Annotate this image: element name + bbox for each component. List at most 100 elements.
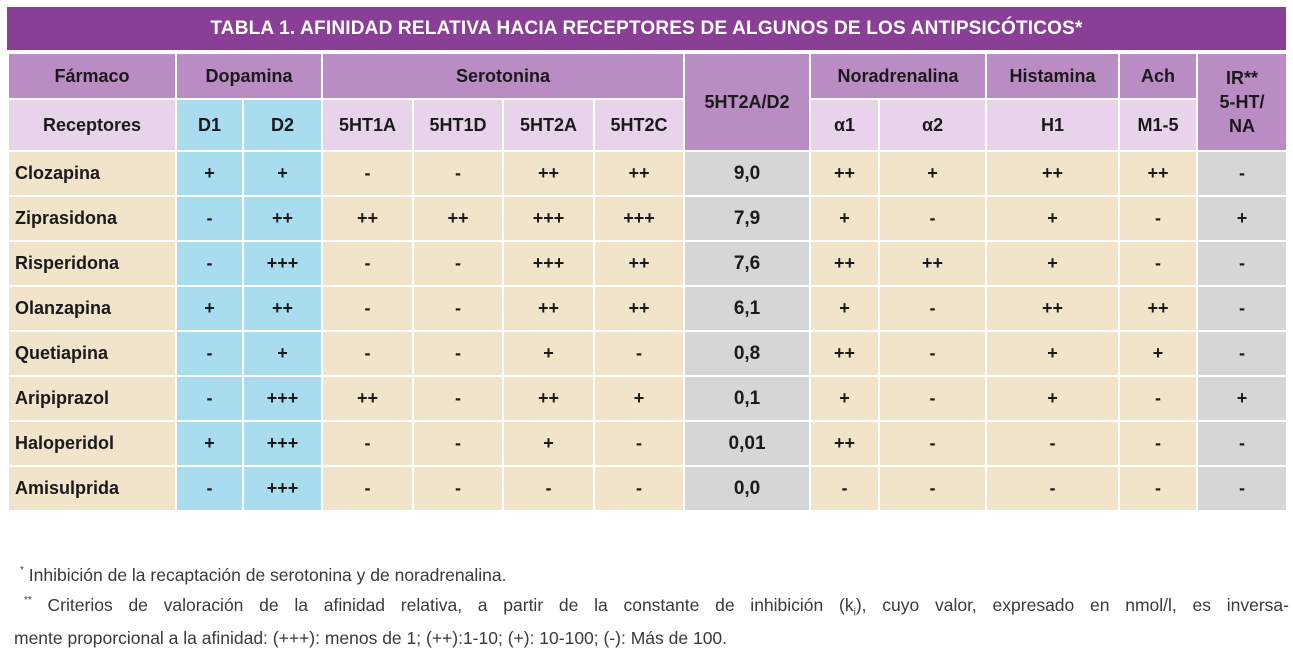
table-row: Ziprasidona - ++ ++ ++ +++ +++ 7,9 + - + - +: [7, 195, 1289, 242]
cell-alpha1: +: [809, 285, 881, 332]
cell-drug: Clozapina: [7, 150, 177, 197]
cell-alpha1: ++: [809, 150, 881, 197]
table-row: Aripiprazol - +++ ++ - ++ +0,1 + - + - +: [7, 375, 1289, 422]
cell-m1-5: +: [1118, 330, 1199, 377]
cell-ir: -: [1196, 465, 1289, 512]
cell-alpha2: -: [878, 420, 988, 467]
header-ir-line2: 5-HT/: [1219, 92, 1265, 112]
cell-5ht2a: -: [502, 465, 596, 512]
cell-ir: -: [1196, 420, 1289, 467]
footnote-2-mark: **: [24, 595, 32, 606]
cell-d2: ++: [241, 285, 324, 332]
affinity-table: Fármaco Dopamina Serotonina 5HT2A/D2 Nor…: [7, 52, 1289, 512]
cell-alpha2: -: [878, 195, 988, 242]
header-dopamina: Dopamina: [174, 52, 324, 100]
cell-h1: +: [985, 240, 1121, 287]
cell-ir: -: [1196, 285, 1289, 332]
table-container: TABLA 1. AFINIDAD RELATIVA HACIA RECEPTO…: [7, 7, 1289, 512]
table-title: TABLA 1. AFINIDAD RELATIVA HACIA RECEPTO…: [7, 7, 1286, 50]
header-ir-line3: NA: [1229, 116, 1256, 136]
cell-m1-5: ++: [1118, 150, 1199, 197]
cell-ratio: 0,8: [683, 330, 812, 377]
header-serotonina: Serotonina: [321, 52, 686, 100]
cell-5ht1a: -: [321, 420, 415, 467]
cell-m1-5: -: [1118, 375, 1199, 422]
footnote-1-text: Inhibición de la recaptación de serotoni…: [28, 565, 507, 585]
cell-5ht1a: ++: [321, 375, 415, 422]
cell-h1: -: [985, 465, 1121, 512]
cell-5ht1a: -: [321, 285, 415, 332]
cell-m1-5: ++: [1118, 285, 1199, 332]
cell-5ht1a: -: [321, 150, 415, 197]
cell-alpha2: +: [878, 150, 988, 197]
cell-ratio: 7,6: [683, 240, 812, 287]
cell-drug: Quetiapina: [7, 330, 177, 377]
footnotes: * Inhibición de la recaptación de seroto…: [14, 558, 1289, 651]
header-receptores: Receptores: [7, 98, 177, 152]
footnote-2-line2: mente proporcional a la afinidad: (+++):…: [14, 627, 728, 648]
cell-d2: +++: [241, 240, 324, 287]
footnote-2-text-b: ), cuyo valor, expresado en nmol/l, es i…: [855, 595, 1289, 615]
cell-5ht1d: -: [412, 420, 505, 467]
table-row: Clozapina + + - - ++ ++ 9,0 ++ + ++ ++ -: [7, 150, 1289, 197]
cell-ratio: 9,0: [683, 150, 812, 197]
cell-d2: +++: [241, 375, 324, 422]
cell-d1: -: [175, 195, 244, 242]
header-ir: IR** 5-HT/ NA: [1196, 52, 1289, 152]
cell-d1: +: [175, 150, 244, 197]
cell-h1: +: [985, 375, 1121, 422]
cell-ratio: 7,9: [683, 195, 812, 242]
table-body: Clozapina + + - - ++ ++ 9,0 ++ + ++ ++ - Ziprasidona -…: [7, 150, 1289, 512]
cell-d2: +++: [241, 465, 324, 512]
cell-d1: -: [175, 330, 244, 377]
header-alpha1: α1: [809, 98, 881, 152]
header-row-receptors: Receptores D1 D2 5HT1A 5HT1D 5HT2A 5HT2C…: [7, 98, 1287, 152]
header-5ht2a: 5HT2A: [502, 98, 596, 152]
cell-ratio: 6,1: [683, 285, 812, 332]
cell-d2: ++: [241, 195, 324, 242]
cell-5ht2a: +: [502, 420, 596, 467]
cell-5ht2a: ++: [502, 150, 596, 197]
cell-h1: -: [985, 420, 1121, 467]
cell-5ht2a: ++: [502, 375, 596, 422]
header-row-categories: Fármaco Dopamina Serotonina 5HT2A/D2 Nor…: [7, 52, 1289, 152]
cell-m1-5: -: [1118, 420, 1199, 467]
cell-alpha1: ++: [809, 330, 881, 377]
header-ir-line1: IR**: [1226, 68, 1259, 88]
cell-ir: -: [1196, 150, 1289, 197]
cell-5ht2a: ++: [502, 285, 596, 332]
header-d1: D1: [175, 98, 244, 152]
cell-5ht1a: -: [321, 330, 415, 377]
cell-ir: -: [1196, 240, 1289, 287]
cell-5ht1d: -: [412, 240, 505, 287]
cell-5ht2c: +++: [593, 195, 686, 242]
cell-5ht1a: -: [321, 240, 415, 287]
cell-m1-5: -: [1118, 240, 1199, 287]
header-ach: Ach: [1118, 52, 1199, 100]
header-h1: H1: [985, 98, 1121, 152]
cell-5ht2a: +: [502, 330, 596, 377]
cell-drug: Olanzapina: [7, 285, 177, 332]
cell-alpha1: ++: [809, 420, 881, 467]
cell-5ht2c: -: [593, 330, 686, 377]
cell-ratio: 0,1: [683, 375, 812, 422]
footnote-1-mark: *: [20, 565, 24, 576]
header-alpha2: α2: [878, 98, 988, 152]
cell-5ht1a: ++: [321, 195, 415, 242]
cell-ratio: 0,01: [683, 420, 812, 467]
cell-alpha1: ++: [809, 240, 881, 287]
cell-ir: +: [1196, 375, 1289, 422]
cell-5ht2a: +++: [502, 195, 596, 242]
cell-5ht2c: -: [593, 465, 686, 512]
cell-d1: +: [175, 285, 244, 332]
table-row: Quetiapina - + - - + -0,8 ++ - + + -: [7, 330, 1289, 377]
cell-5ht1d: -: [412, 330, 505, 377]
header-5ht1d: 5HT1D: [412, 98, 505, 152]
cell-drug: Risperidona: [7, 240, 177, 287]
cell-5ht1d: -: [412, 465, 505, 512]
cell-5ht1d: -: [412, 150, 505, 197]
cell-d2: +: [241, 150, 324, 197]
cell-drug: Haloperidol: [7, 420, 177, 467]
cell-alpha2: ++: [878, 240, 988, 287]
cell-m1-5: -: [1118, 195, 1199, 242]
